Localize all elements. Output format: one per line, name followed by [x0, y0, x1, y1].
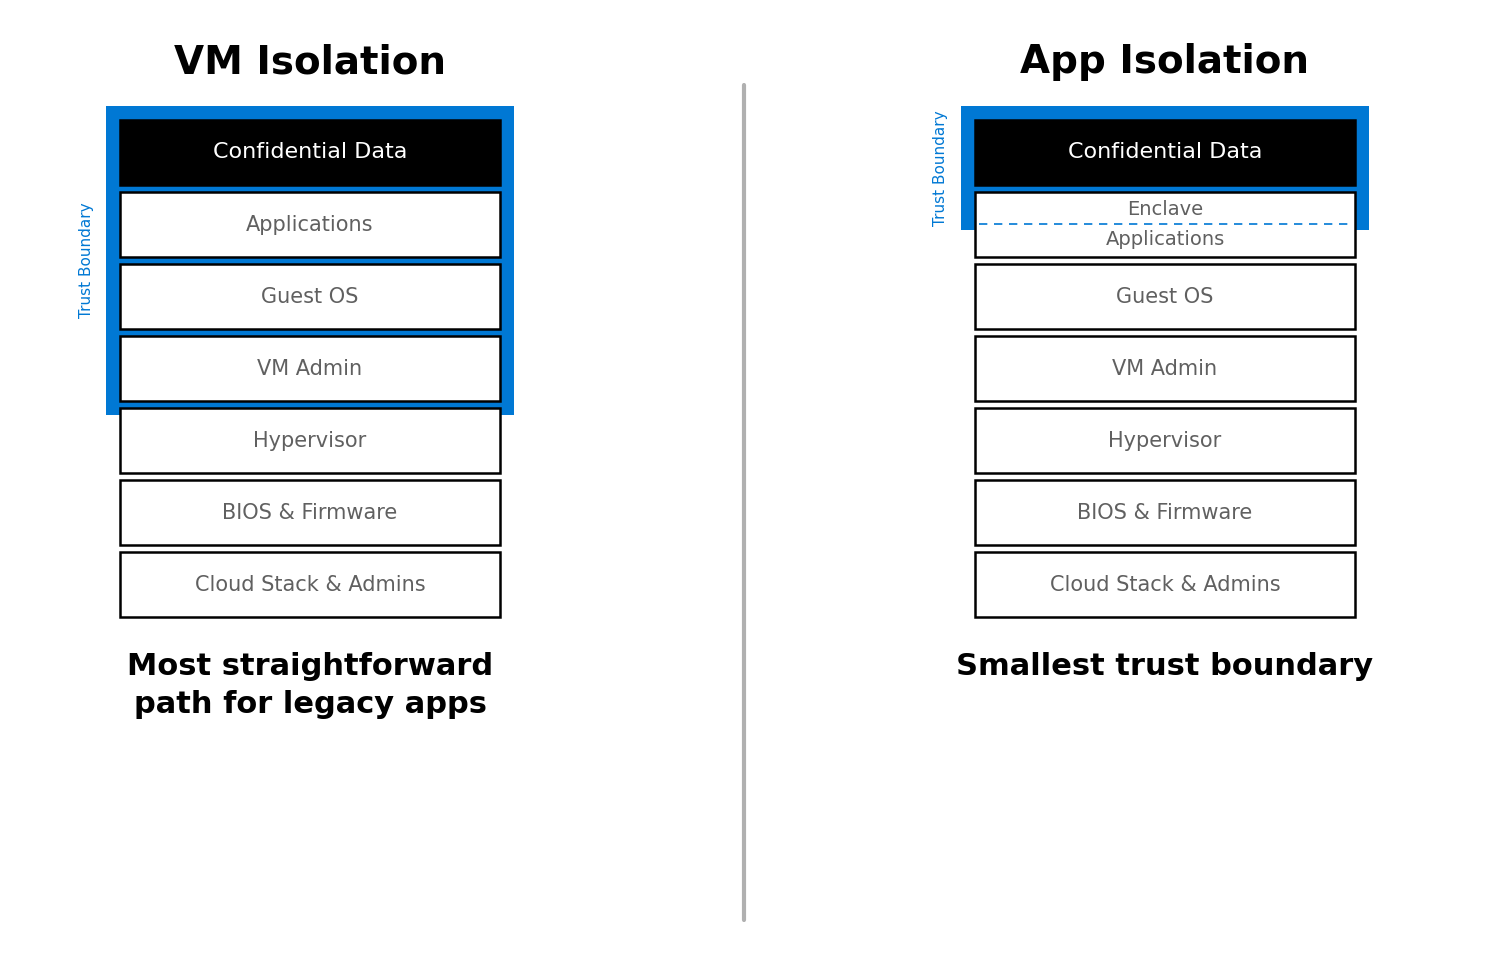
Text: Cloud Stack & Admins: Cloud Stack & Admins: [195, 574, 426, 595]
Text: BIOS & Firmware: BIOS & Firmware: [222, 503, 397, 522]
Bar: [121, 552, 500, 617]
Bar: [121, 264, 500, 329]
Text: Trust Boundary: Trust Boundary: [933, 110, 948, 225]
Text: Most straightforward
path for legacy apps: Most straightforward path for legacy app…: [126, 652, 493, 719]
Bar: [121, 480, 500, 545]
Text: VM Admin: VM Admin: [1113, 359, 1217, 378]
Bar: [106, 106, 513, 415]
Bar: [975, 336, 1356, 401]
Bar: [975, 120, 1356, 185]
Text: Trust Boundary: Trust Boundary: [79, 203, 94, 318]
Text: Smallest trust boundary: Smallest trust boundary: [957, 652, 1373, 681]
Bar: [975, 264, 1356, 329]
Text: Enclave: Enclave: [1126, 200, 1204, 220]
Bar: [121, 336, 500, 401]
Text: Guest OS: Guest OS: [262, 286, 359, 307]
Bar: [121, 192, 500, 257]
Text: Applications: Applications: [246, 215, 373, 234]
Text: VM Admin: VM Admin: [257, 359, 363, 378]
Text: Guest OS: Guest OS: [1116, 286, 1214, 307]
Bar: [975, 408, 1356, 473]
Bar: [975, 192, 1356, 257]
Bar: [975, 480, 1356, 545]
Text: Hypervisor: Hypervisor: [253, 430, 366, 451]
Bar: [121, 120, 500, 185]
Text: Hypervisor: Hypervisor: [1109, 430, 1222, 451]
Text: Confidential Data: Confidential Data: [1068, 142, 1262, 163]
Text: App Isolation: App Isolation: [1021, 43, 1309, 81]
Text: Applications: Applications: [1106, 230, 1225, 249]
Text: VM Isolation: VM Isolation: [174, 43, 446, 81]
Bar: [975, 552, 1356, 617]
Bar: [961, 106, 1369, 230]
Text: BIOS & Firmware: BIOS & Firmware: [1077, 503, 1253, 522]
Text: Cloud Stack & Admins: Cloud Stack & Admins: [1049, 574, 1280, 595]
Bar: [121, 408, 500, 473]
Text: Confidential Data: Confidential Data: [213, 142, 408, 163]
